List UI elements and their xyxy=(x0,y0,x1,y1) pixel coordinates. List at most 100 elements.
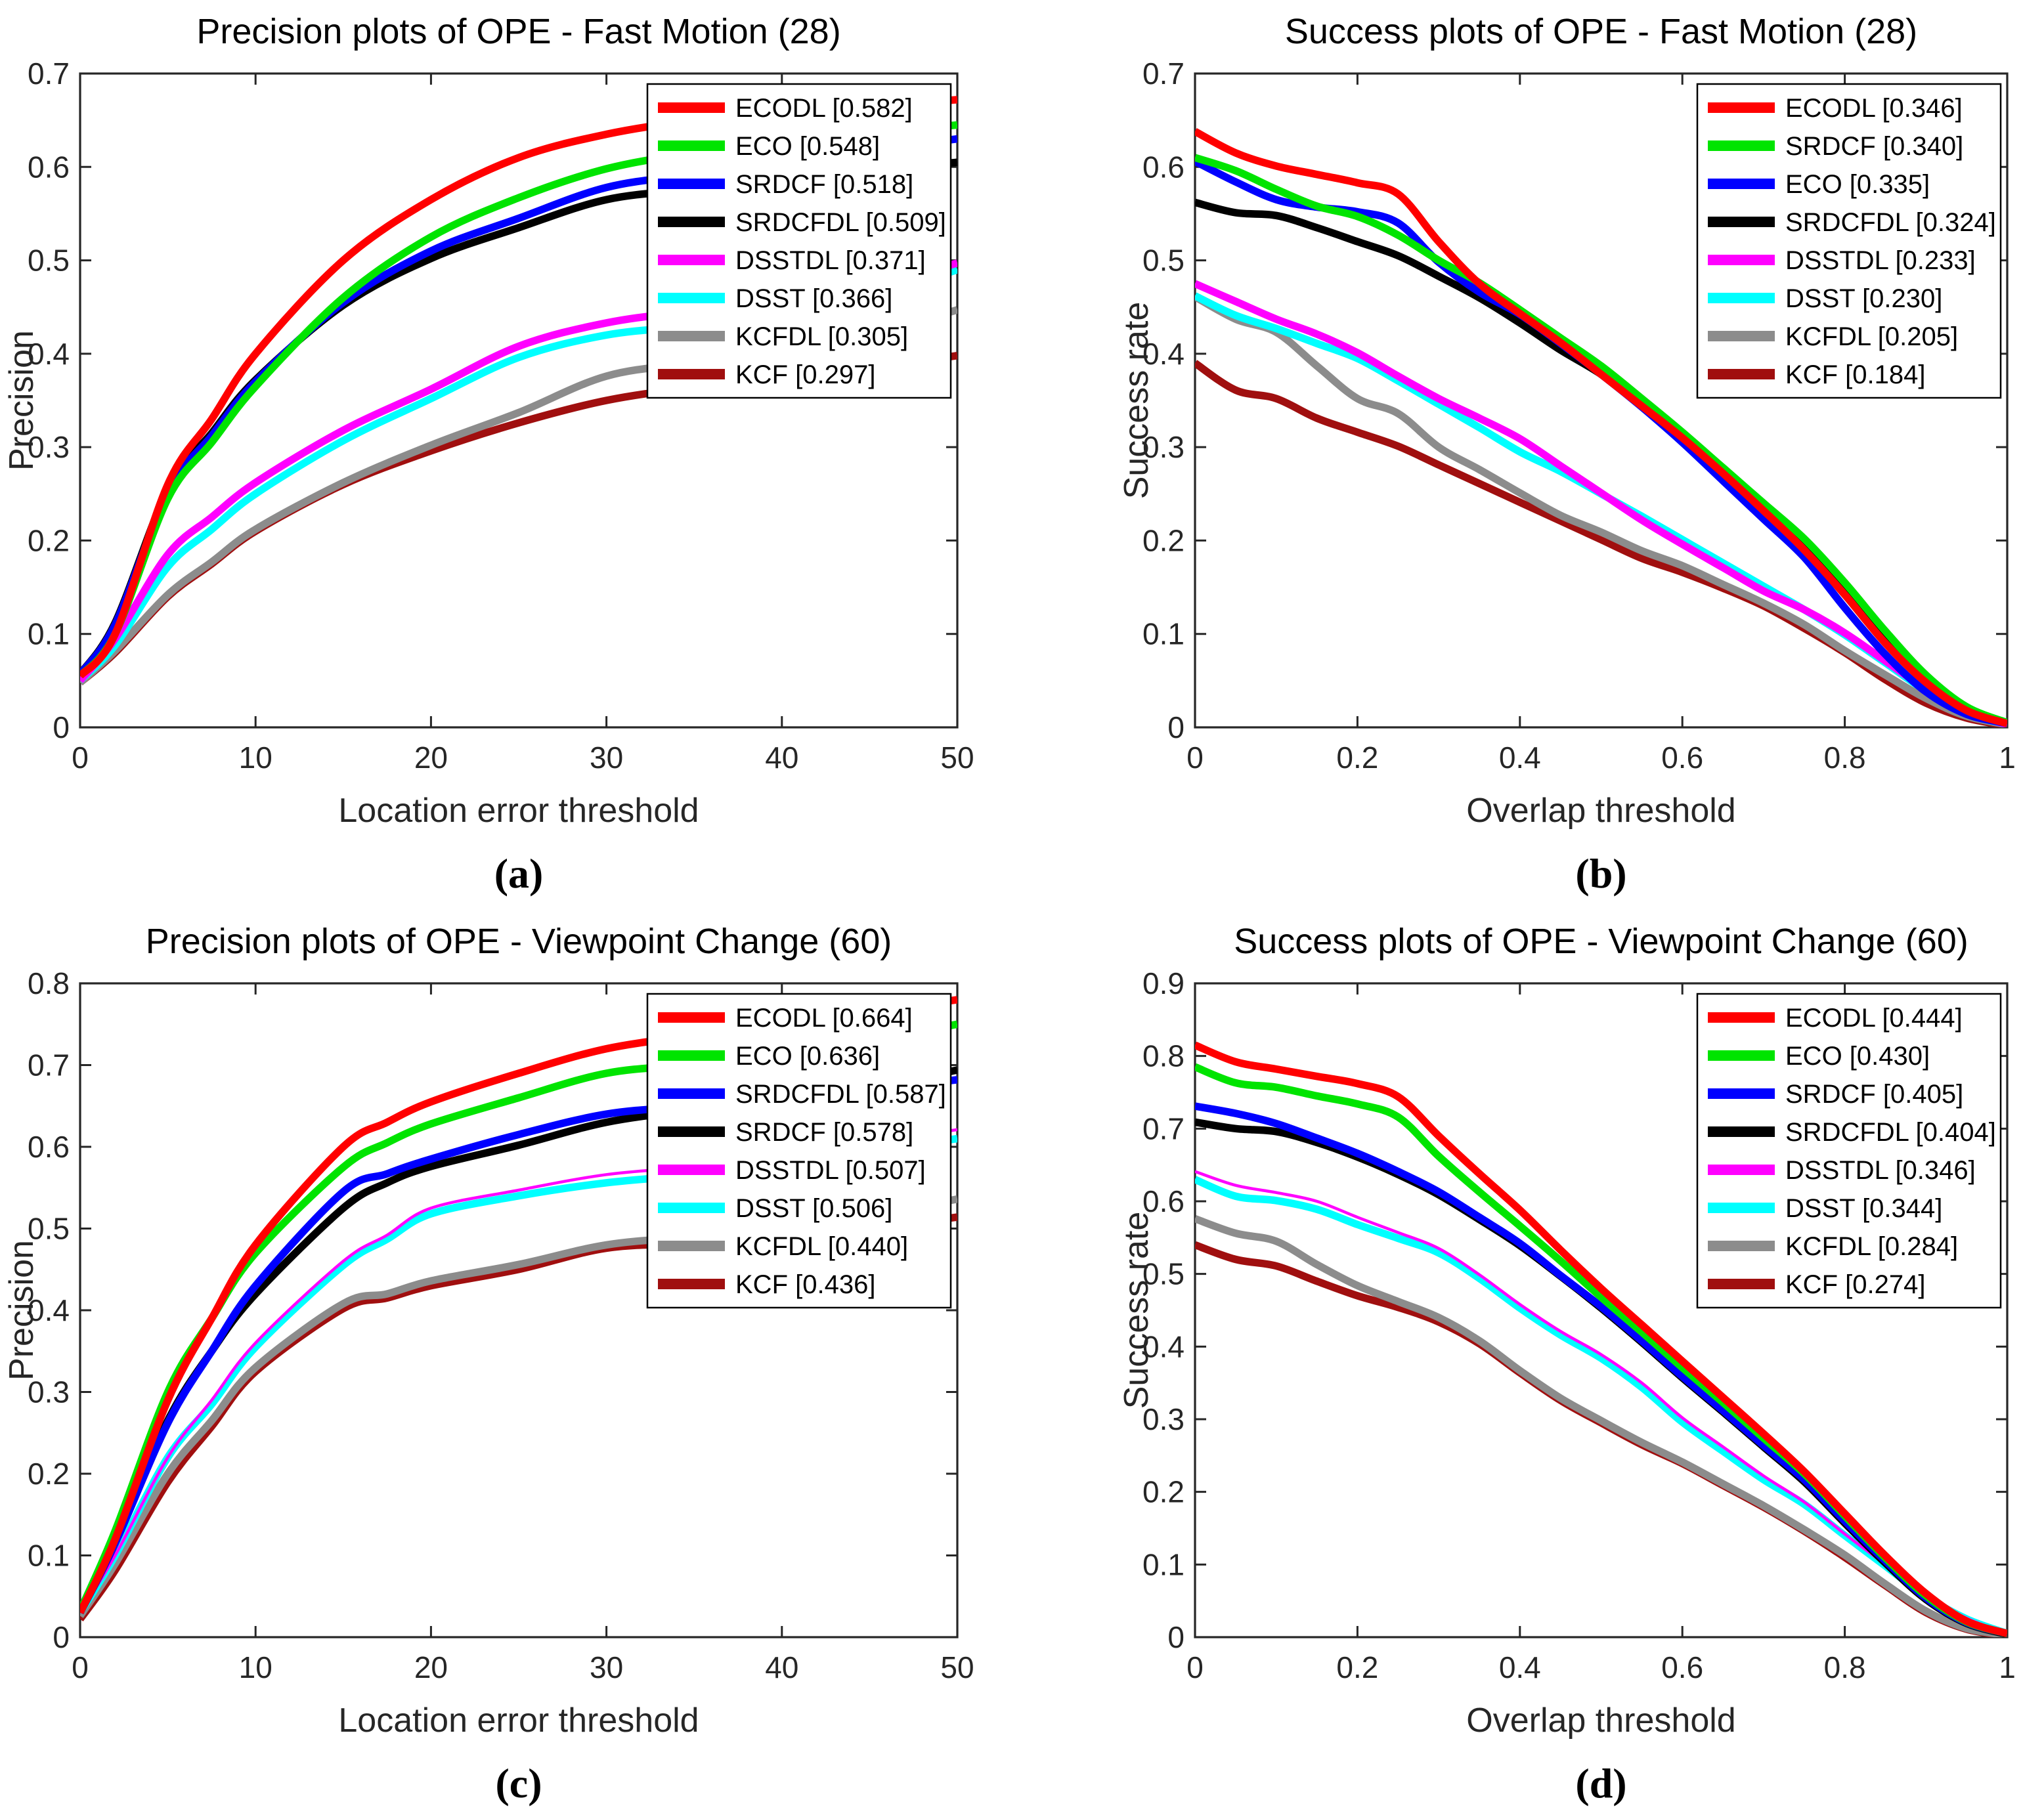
chart-title: Success plots of OPE - Fast Motion (28) xyxy=(1285,12,1917,51)
x-tick-label: 0.4 xyxy=(1499,740,1541,775)
legend: ECODL [0.346] SRDCF [0.340] ECO [0.335] SRD… xyxy=(1696,83,2002,399)
chart-title: Precision plots of OPE - Fast Motion (28… xyxy=(196,12,840,51)
y-tick-label: 0.4 xyxy=(28,337,70,371)
y-tick-label: 0.3 xyxy=(1142,430,1185,464)
legend-label-srdcf: SRDCF [0.518] xyxy=(735,170,913,199)
y-axis-label: Precision xyxy=(3,1240,41,1380)
x-tick-label: 50 xyxy=(940,740,974,775)
y-tick-label: 0.1 xyxy=(28,1539,70,1573)
subfigure-label: (a) xyxy=(494,850,544,897)
y-tick-label: 0.1 xyxy=(1142,617,1185,651)
y-tick-label: 0.5 xyxy=(28,1212,70,1246)
legend-label-ecodl: ECODL [0.582] xyxy=(735,94,913,123)
y-tick-label: 0.4 xyxy=(1142,1329,1185,1363)
y-tick-label: 0.1 xyxy=(1142,1547,1185,1581)
legend-label-ecodl: ECODL [0.444] xyxy=(1785,1004,1963,1033)
legend-box xyxy=(1696,83,2002,399)
legend: ECODL [0.664] ECO [0.636] SRDCFDL [0.587] S… xyxy=(646,993,952,1309)
y-tick-label: 0.9 xyxy=(1142,966,1185,1000)
x-tick-label: 0.2 xyxy=(1336,740,1378,775)
axes-box xyxy=(1194,72,2009,729)
series-line-dsstdl xyxy=(1195,280,2007,727)
y-tick-label: 0.6 xyxy=(28,150,70,184)
legend-label-dsst: DSST [0.506] xyxy=(735,1194,892,1223)
legend-label-eco: ECO [0.335] xyxy=(1785,170,1930,199)
legend-label-dsst: DSST [0.230] xyxy=(1785,284,1942,313)
y-tick-label: 0.4 xyxy=(1142,337,1185,371)
legend-label-kcf: KCF [0.297] xyxy=(735,360,875,389)
y-tick-label: 0.5 xyxy=(1142,1257,1185,1291)
legend-label-dsstdl: DSSTDL [0.507] xyxy=(735,1156,926,1185)
x-tick-label: 20 xyxy=(414,740,448,775)
x-tick-label: 30 xyxy=(590,740,623,775)
x-axis-label: Location error threshold xyxy=(338,1701,699,1740)
y-tick-label: 0.6 xyxy=(28,1130,70,1164)
x-axis-label: Location error threshold xyxy=(338,792,699,830)
legend-label-ecodl: ECODL [0.346] xyxy=(1785,94,1963,123)
y-axis-label: Success rate xyxy=(1118,1212,1156,1409)
y-tick-label: 0.1 xyxy=(28,617,70,651)
x-tick-label: 0.8 xyxy=(1824,1650,1866,1684)
y-tick-label: 0.3 xyxy=(28,430,70,464)
subfigure-label: (b) xyxy=(1575,850,1626,897)
legend: ECODL [0.444] ECO [0.430] SRDCF [0.405] SRD… xyxy=(1696,993,2002,1309)
axes: 0 10 20 30 40 50 0 0.1 0.2 0.3 0.4 0.5 0.6 0.7 xyxy=(28,56,974,775)
y-tick-label: 0.7 xyxy=(1142,56,1185,91)
chart-a: Precision plots of OPE - Fast Motion (28… xyxy=(3,12,974,897)
y-tick-label: 0.2 xyxy=(28,523,70,557)
x-tick-label: 0.4 xyxy=(1499,1650,1541,1684)
subfigure-label: (d) xyxy=(1575,1760,1626,1807)
legend-label-dsstdl: DSSTDL [0.371] xyxy=(735,246,926,275)
y-tick-label: 0.8 xyxy=(1142,1039,1185,1073)
y-tick-label: 0.7 xyxy=(1142,1111,1185,1145)
x-tick-label: 0 xyxy=(1186,740,1204,775)
legend-label-kcfdl: KCFDL [0.205] xyxy=(1785,322,1958,351)
legend-label-dsstdl: DSSTDL [0.346] xyxy=(1785,1156,1976,1185)
y-tick-label: 0.7 xyxy=(28,56,70,91)
x-tick-label: 40 xyxy=(765,1650,798,1684)
subfigure-label: (c) xyxy=(495,1760,542,1807)
legend-box xyxy=(646,83,952,399)
y-tick-label: 0.8 xyxy=(28,966,70,1000)
legend-label-kcfdl: KCFDL [0.305] xyxy=(735,322,908,351)
y-tick-label: 0.5 xyxy=(1142,244,1185,278)
legend-label-eco: ECO [0.636] xyxy=(735,1042,880,1071)
y-tick-label: 0.2 xyxy=(1142,1475,1185,1509)
legend-label-srdcf: SRDCF [0.340] xyxy=(1785,132,1963,161)
y-tick-label: 0 xyxy=(1167,1620,1185,1654)
y-tick-label: 0.6 xyxy=(1142,1184,1185,1218)
chart-title: Precision plots of OPE - Viewpoint Chang… xyxy=(146,922,892,961)
series-line-kcfdl xyxy=(1195,293,2007,727)
axes: 0 10 20 30 40 50 0 0.1 0.2 0.3 0.4 0.5 0.6 0.7 0.8 xyxy=(28,966,974,1684)
panel-c-precision-viewpoint-change: Precision plots of OPE - Viewpoint Chang… xyxy=(0,910,1022,1819)
series xyxy=(1195,1041,2007,1637)
legend-label-dsst: DSST [0.344] xyxy=(1785,1194,1942,1223)
y-tick-label: 0.6 xyxy=(1142,150,1185,184)
legend-label-kcf: KCF [0.274] xyxy=(1785,1270,1925,1299)
x-tick-label: 0 xyxy=(72,740,89,775)
series-line-kcfdl xyxy=(1195,1215,2007,1637)
x-tick-label: 10 xyxy=(239,1650,272,1684)
series-line-ecodl xyxy=(1195,1041,2007,1637)
y-axis-label: Precision xyxy=(3,330,41,471)
x-axis-label: Overlap threshold xyxy=(1466,1701,1735,1740)
legend-label-srdcfdl: SRDCFDL [0.587] xyxy=(735,1080,946,1109)
legend-label-kcfdl: KCFDL [0.284] xyxy=(1785,1232,1958,1261)
legend: ECODL [0.582] ECO [0.548] SRDCF [0.518] SRD… xyxy=(646,83,952,399)
legend-label-kcf: KCF [0.436] xyxy=(735,1270,875,1299)
y-tick-label: 0.3 xyxy=(28,1375,70,1409)
chart-title: Success plots of OPE - Viewpoint Change … xyxy=(1234,922,1968,961)
x-tick-label: 50 xyxy=(940,1650,974,1684)
series xyxy=(1195,128,2007,727)
y-tick-label: 0.7 xyxy=(28,1048,70,1082)
x-tick-label: 10 xyxy=(239,740,272,775)
panel-b-success-fast-motion: Success plots of OPE - Fast Motion (28) … xyxy=(1022,0,2044,909)
axes-box xyxy=(1194,982,2009,1638)
legend-label-eco: ECO [0.548] xyxy=(735,132,880,161)
x-tick-label: 0.2 xyxy=(1336,1650,1378,1684)
y-tick-label: 0.4 xyxy=(28,1293,70,1327)
axes: 0 0.2 0.4 0.6 0.8 1 0 0.1 0.2 0.3 0.4 0.5 0.6 0.7 xyxy=(1142,56,2016,775)
axes-box xyxy=(79,72,959,729)
legend-label-srdcfdl: SRDCFDL [0.509] xyxy=(735,208,946,237)
